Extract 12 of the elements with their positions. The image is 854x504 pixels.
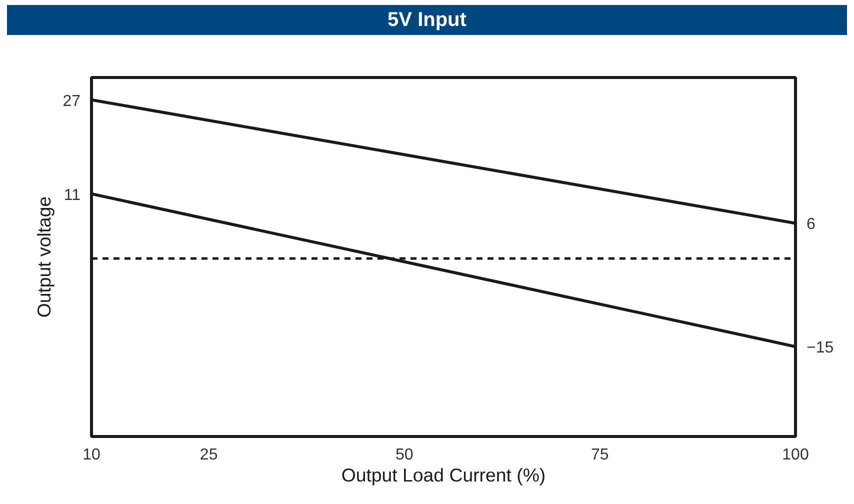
y-tick-label: 27 [62, 92, 81, 110]
chart-title: 5V Input [388, 8, 466, 33]
x-tick-label: 25 [200, 446, 218, 464]
x-tick-label: 100 [782, 446, 809, 464]
y2-tick-label: −15 [806, 340, 834, 357]
y2-tick-label: 6 [806, 216, 816, 234]
x-tick-label: 75 [591, 446, 609, 464]
y-tick-label: 11 [64, 186, 81, 204]
x-tick-label: 10 [82, 446, 100, 464]
y-axis-title: Output voltage [34, 196, 55, 318]
x-axis-title: Output Load Current (%) [341, 464, 546, 486]
x-tick-label: 50 [395, 446, 414, 464]
